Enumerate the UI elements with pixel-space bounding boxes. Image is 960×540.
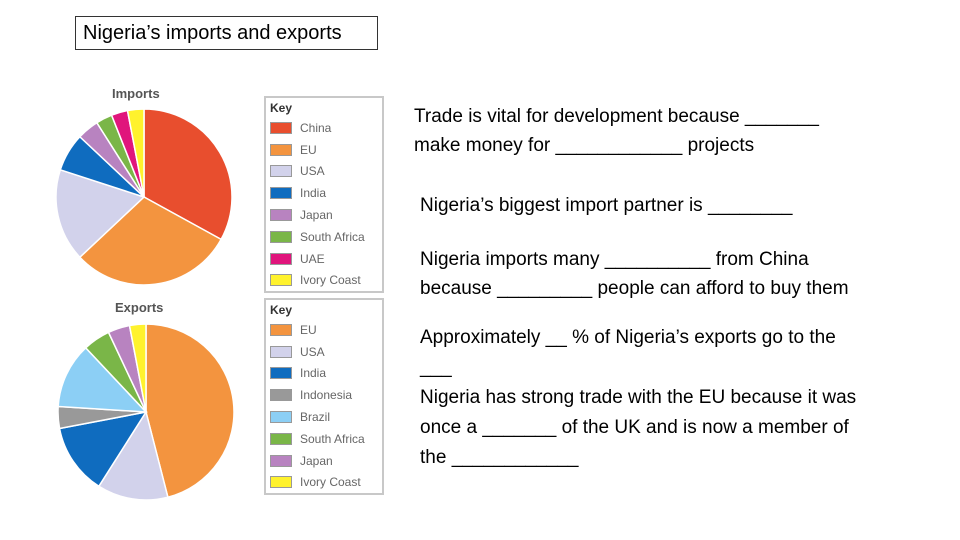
imports-key-item-china: China <box>270 117 378 139</box>
exports-key-label: India <box>300 366 327 381</box>
text-line: because _________ people can afford to b… <box>420 278 849 299</box>
imports-key-swatch <box>270 143 292 156</box>
imports-slice-eu <box>78 196 223 286</box>
imports-key-swatch <box>270 209 292 222</box>
imports-key-item-south-africa: South Africa <box>270 226 378 248</box>
imports-key-swatch <box>270 274 292 287</box>
text-line: Trade is vital for development because _… <box>414 106 819 127</box>
text-line: Approximately __ % of Nigeria’s exports … <box>420 327 836 348</box>
exports-key-item-ivory-coast: Ivory Coast <box>270 472 378 494</box>
imports-slice-usa <box>55 168 146 259</box>
exports-key-item-brazil: Brazil <box>270 406 378 428</box>
exports-key-label: EU <box>300 322 317 337</box>
exports-key-item-usa: USA <box>270 341 378 363</box>
exports-key: Key EU USA India Indonesia Brazil South Afric… <box>264 298 384 495</box>
page-title: Nigeria’s imports and exports <box>75 16 378 50</box>
exports-slice-brazil <box>57 346 148 413</box>
exports-key-swatch <box>270 367 292 380</box>
imports-key-swatch <box>270 252 292 265</box>
exports-key-label: USA <box>300 344 325 359</box>
text-block-trade: Trade is vital for development because _… <box>414 102 819 160</box>
exports-key-title: Key <box>270 303 293 317</box>
exports-key-swatch <box>270 454 292 467</box>
imports-key-label: China <box>300 120 332 135</box>
text-line: ___ <box>420 357 452 378</box>
exports-chart-title: Exports <box>115 300 164 315</box>
exports-key-swatch <box>270 432 292 445</box>
imports-key-label: Ivory Coast <box>300 273 361 288</box>
imports-key-label: UAE <box>300 251 325 266</box>
imports-key-title: Key <box>270 101 293 115</box>
exports-key-item-south-africa: South Africa <box>270 428 378 450</box>
exports-key-swatch <box>270 411 292 424</box>
imports-key-swatch <box>270 121 292 134</box>
text-line: make money for ____________ projects <box>414 135 755 156</box>
exports-key-label: Ivory Coast <box>300 475 361 490</box>
exports-slice-ivory-coast <box>128 323 147 413</box>
imports-key-swatch <box>270 187 292 200</box>
imports-key-item-eu: EU <box>270 139 378 161</box>
exports-slice-eu <box>145 323 235 499</box>
exports-key-item-indonesia: Indonesia <box>270 384 378 406</box>
imports-key-item-uae: UAE <box>270 248 378 270</box>
imports-key-label: Japan <box>300 208 333 223</box>
imports-chart-title: Imports <box>112 86 160 101</box>
exports-key-item-eu: EU <box>270 319 378 341</box>
imports-key-item-japan: Japan <box>270 204 378 226</box>
exports-key-label: Indonesia <box>300 388 353 403</box>
exports-slice-usa <box>97 410 169 501</box>
imports-key-swatch <box>270 230 292 243</box>
exports-key-item-japan: Japan <box>270 450 378 472</box>
imports-key: Key China EU USA India Japan South Africa UAE I… <box>264 96 384 293</box>
exports-key-swatch <box>270 389 292 402</box>
text-block-exports: Approximately __ % of Nigeria’s exports … <box>420 323 856 473</box>
text-line: Nigeria’s biggest import partner is ____… <box>420 195 793 216</box>
text-block-china: Nigeria imports many __________ from Chi… <box>420 245 849 303</box>
exports-key-item-india: India <box>270 363 378 385</box>
exports-key-label: South Africa <box>300 431 365 446</box>
imports-slice-ivory-coast <box>126 108 145 198</box>
exports-key-swatch <box>270 323 292 336</box>
exports-key-swatch <box>270 345 292 358</box>
text-line: Nigeria has strong trade with the EU bec… <box>420 387 857 408</box>
imports-slice-china <box>143 108 233 241</box>
imports-key-swatch <box>270 165 292 178</box>
imports-key-label: USA <box>300 164 325 179</box>
text-line: once a _______ of the UK and is now a me… <box>420 417 849 438</box>
imports-key-item-usa: USA <box>270 161 378 183</box>
exports-key-label: Brazil <box>300 410 331 425</box>
imports-key-label: EU <box>300 142 317 157</box>
text-block-import-partner: Nigeria’s biggest import partner is ____… <box>420 191 792 220</box>
imports-key-item-india: India <box>270 182 378 204</box>
exports-key-swatch <box>270 476 292 489</box>
exports-key-label: Japan <box>300 453 333 468</box>
text-line: the ____________ <box>420 447 579 468</box>
imports-key-item-ivory-coast: Ivory Coast <box>270 270 378 292</box>
exports-slice-india <box>58 410 148 488</box>
imports-key-label: South Africa <box>300 229 365 244</box>
text-line: Nigeria imports many __________ from Chi… <box>420 249 809 270</box>
imports-key-label: India <box>300 186 327 201</box>
